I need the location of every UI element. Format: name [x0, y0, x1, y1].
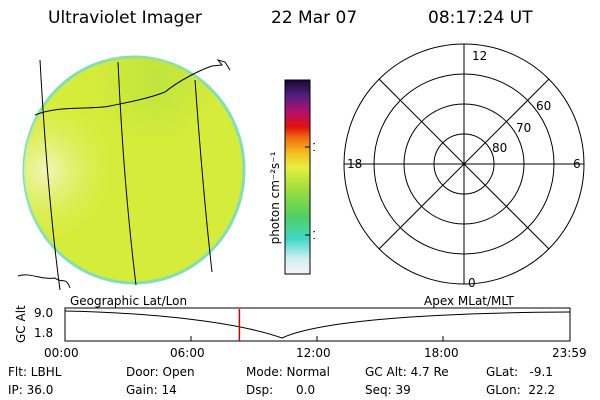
colorbar: 100 10 photon cm⁻²s⁻¹ — [268, 79, 315, 275]
dsp-status: Dsp: 0.0 — [246, 383, 316, 397]
door-status: Door: Open — [126, 365, 195, 379]
mode-status: Mode: Normal — [246, 365, 330, 379]
altitude-ymax: 9.0 — [34, 306, 54, 320]
glon-status: GLon: 22.2 — [486, 383, 556, 397]
uv-image-panel — [17, 55, 246, 291]
colorbar-scale — [284, 79, 311, 275]
time-tick-1200: 12:00 — [296, 346, 331, 360]
filter-status: Flt: LBHL — [8, 365, 62, 379]
date-label: 22 Mar 07 — [271, 8, 358, 28]
lat-label-60: 60 — [536, 99, 551, 113]
mlt-label-12: 12 — [472, 49, 487, 63]
colorbar-tick-low: 10 — [312, 229, 315, 242]
time-tick-0000: 00:00 — [44, 346, 79, 360]
polar-grid: 12 18 6 0 60 70 80 — [343, 43, 585, 290]
longitude-line — [194, 79, 213, 273]
mlt-label-6: 6 — [573, 157, 581, 171]
coastline — [17, 274, 71, 289]
gain-status: Gain: 14 — [126, 383, 177, 397]
coastline — [34, 59, 231, 116]
time-tick-2359: 23:59 — [552, 346, 587, 360]
seq-status: Seq: 39 — [365, 383, 411, 397]
apex-label: Apex MLat/MLT — [424, 294, 514, 308]
altitude-timeline — [64, 307, 571, 342]
ip-status: IP: 36.0 — [8, 383, 54, 397]
mlt-label-18: 18 — [347, 157, 362, 171]
colorbar-tick-high: 100 — [312, 141, 315, 154]
gc-alt-status: GC Alt: 4.7 Re — [365, 365, 449, 379]
longitude-line — [117, 61, 137, 286]
time-tick-1800: 18:00 — [424, 346, 459, 360]
mlt-label-0: 0 — [468, 276, 476, 290]
altitude-axis-label: GC Alt — [14, 305, 28, 343]
glat-status: GLat: -9.1 — [486, 365, 553, 379]
time-label: 08:17:24 UT — [428, 8, 533, 28]
colorbar-unit-label: photon cm⁻²s⁻¹ — [268, 151, 282, 244]
longitude-line — [39, 59, 61, 291]
altitude-curve — [64, 310, 571, 339]
geographic-label: Geographic Lat/Lon — [70, 294, 188, 308]
instrument-title: Ultraviolet Imager — [48, 8, 202, 28]
time-tick-0600: 06:00 — [170, 346, 205, 360]
altitude-ymin: 1.8 — [34, 326, 54, 340]
lat-label-70: 70 — [516, 121, 531, 135]
lat-label-80: 80 — [492, 141, 507, 155]
